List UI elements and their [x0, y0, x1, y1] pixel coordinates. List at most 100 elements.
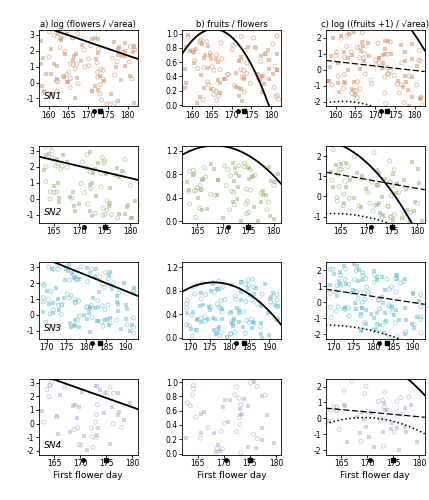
Point — [197, 40, 204, 48]
X-axis label: First flower day: First flower day — [53, 471, 123, 480]
Point — [410, 288, 417, 296]
Point — [208, 288, 215, 296]
Point — [207, 51, 214, 59]
Point — [409, 290, 416, 298]
Point — [394, 80, 401, 88]
Point — [197, 182, 204, 190]
Point — [46, 195, 53, 203]
Point — [233, 383, 240, 391]
Point — [374, 276, 381, 284]
Point — [210, 86, 217, 94]
Point — [119, 167, 126, 175]
Point — [343, 158, 350, 166]
Point — [344, 32, 350, 40]
Point — [267, 294, 274, 302]
Point — [259, 334, 266, 342]
Point — [409, 72, 416, 80]
Point — [381, 89, 388, 97]
Point — [263, 190, 269, 198]
Point — [369, 80, 375, 88]
Point — [377, 414, 384, 422]
Point — [126, 58, 133, 66]
Point — [227, 396, 234, 404]
Point — [242, 200, 249, 208]
Point — [48, 70, 54, 78]
Point — [211, 90, 218, 98]
Point — [61, 50, 68, 58]
Point — [214, 300, 221, 308]
Point — [64, 78, 71, 86]
Point — [190, 283, 197, 291]
Point — [230, 198, 237, 205]
Point — [251, 378, 257, 386]
Point — [55, 302, 62, 310]
Point — [393, 288, 399, 296]
Point — [67, 74, 74, 82]
Point — [186, 168, 193, 175]
Point — [94, 73, 101, 81]
Point — [53, 77, 60, 85]
Point — [270, 439, 277, 447]
Point — [250, 283, 257, 291]
Point — [372, 325, 379, 333]
Point — [186, 186, 193, 194]
Point — [202, 317, 208, 325]
Point — [237, 449, 244, 457]
Point — [381, 73, 388, 81]
Point — [236, 84, 243, 92]
Point — [236, 405, 243, 413]
Point — [360, 57, 367, 65]
Point — [54, 322, 60, 330]
Point — [56, 34, 63, 42]
Point — [414, 312, 420, 320]
Point — [255, 217, 262, 225]
Point — [108, 90, 115, 98]
Point — [366, 433, 372, 441]
Point — [83, 164, 90, 172]
Point — [342, 265, 349, 273]
Point — [70, 426, 77, 434]
Point — [266, 56, 272, 64]
Point — [238, 288, 245, 296]
Point — [365, 407, 372, 415]
Point — [94, 317, 101, 325]
Point — [231, 391, 238, 399]
Point — [388, 283, 395, 291]
Point — [341, 78, 348, 86]
Point — [373, 274, 380, 281]
Point — [384, 50, 390, 58]
Point — [394, 276, 401, 283]
Point — [380, 442, 387, 450]
Point — [384, 70, 391, 78]
Point — [186, 322, 193, 330]
Point — [72, 65, 79, 73]
Point — [42, 178, 49, 186]
Point — [197, 186, 204, 194]
Point — [402, 428, 409, 436]
Point — [341, 70, 347, 78]
Point — [48, 378, 55, 386]
Point — [393, 274, 399, 282]
Point — [207, 306, 214, 314]
Point — [267, 212, 274, 220]
Point — [221, 162, 228, 170]
Point — [116, 210, 123, 218]
Point — [349, 286, 356, 294]
Point — [101, 158, 108, 166]
Point — [104, 388, 111, 396]
Point — [102, 268, 109, 276]
Point — [207, 85, 214, 93]
Point — [213, 448, 220, 456]
Point — [408, 221, 415, 229]
Point — [398, 80, 405, 88]
Point — [247, 292, 254, 300]
Point — [346, 312, 353, 320]
Point — [84, 304, 91, 312]
Point — [344, 162, 351, 170]
Point — [264, 411, 271, 419]
Point — [394, 180, 401, 188]
Point — [58, 36, 65, 44]
Point — [184, 399, 190, 407]
Point — [230, 178, 237, 186]
Point — [330, 34, 337, 42]
